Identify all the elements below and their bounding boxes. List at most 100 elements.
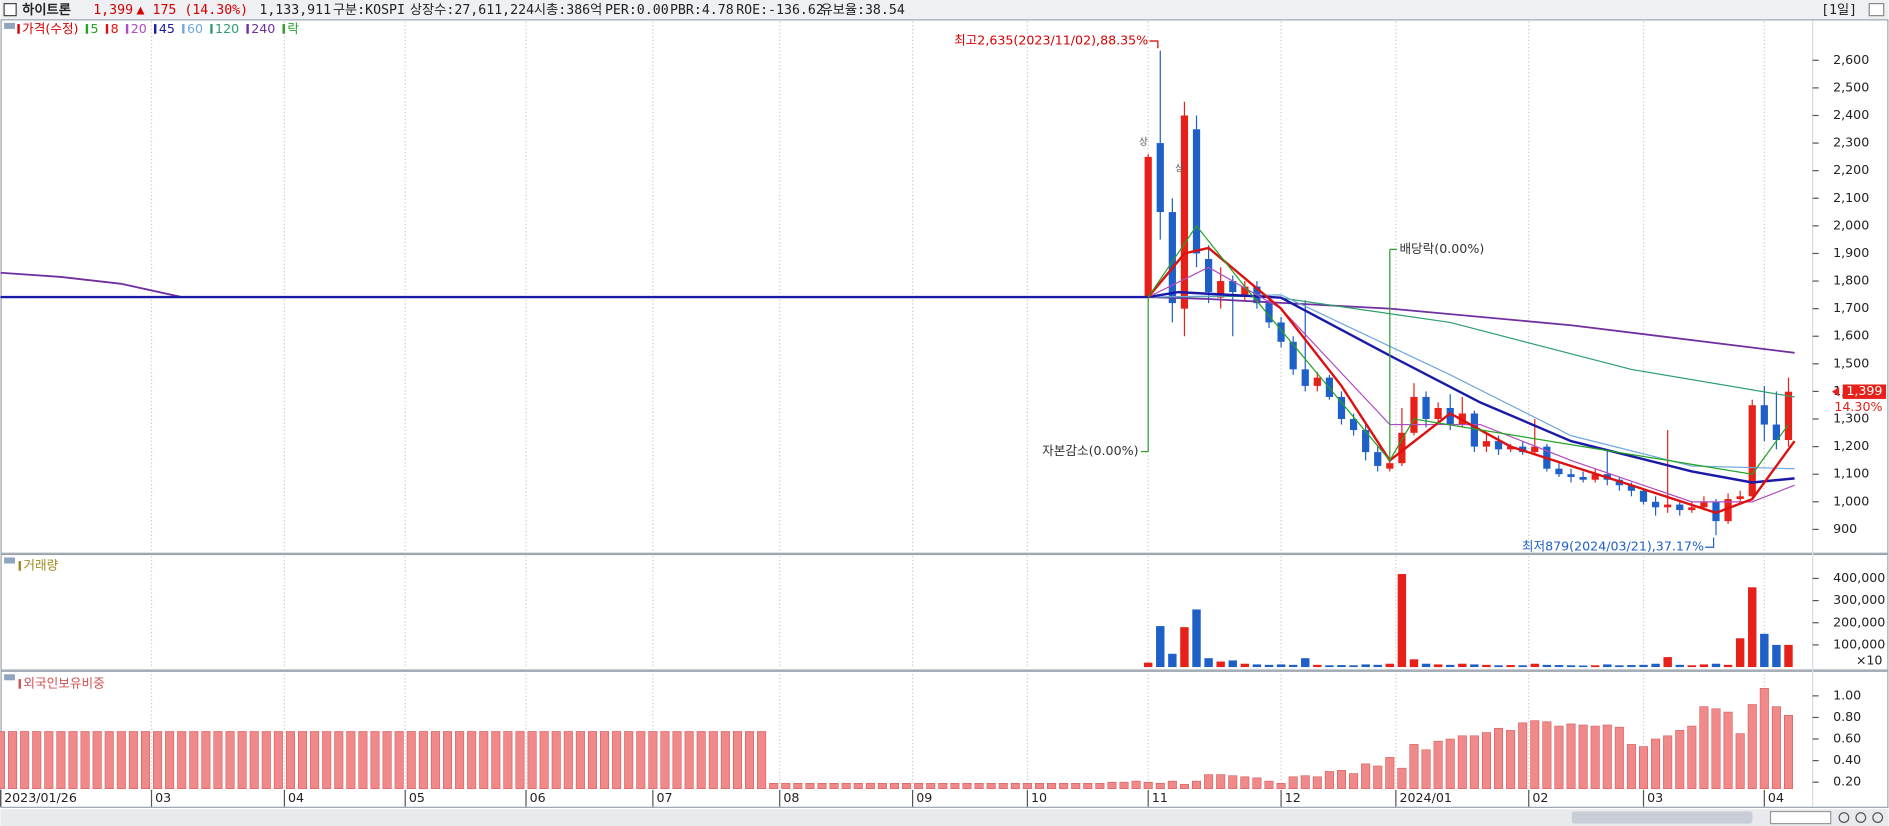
- bar: [1168, 653, 1177, 668]
- bar: [104, 731, 114, 789]
- bar: [1433, 740, 1443, 789]
- bar: [334, 731, 344, 789]
- bar: [938, 782, 948, 789]
- period[interactable]: [1일]: [1821, 2, 1857, 18]
- bar: [684, 731, 694, 789]
- bar: [1373, 664, 1382, 668]
- y-tick-label: 1,500: [1833, 355, 1869, 370]
- panel-icon[interactable]: [4, 557, 15, 564]
- bar: [877, 782, 887, 789]
- legend-swatch: [17, 24, 20, 34]
- bar: [1324, 771, 1334, 789]
- candle-body: [1664, 504, 1672, 508]
- bar: [769, 782, 779, 789]
- bar: [1469, 735, 1479, 789]
- bar: [1216, 661, 1225, 668]
- bar: [1107, 781, 1117, 789]
- bar: [140, 731, 150, 789]
- moving-average: [0, 295, 1795, 398]
- y-tick-label: 2,200: [1833, 162, 1869, 177]
- scroll-thumb[interactable]: [1571, 811, 1753, 824]
- bar: [1361, 763, 1371, 789]
- bar: [1470, 664, 1479, 668]
- moving-average: [1147, 224, 1789, 475]
- y-tick-label: 200,000: [1833, 614, 1885, 629]
- bar: [708, 731, 718, 789]
- annotation: 최저879(2024/03/21),37.17%: [1522, 539, 1704, 554]
- bar: [757, 731, 767, 789]
- zoom-slider[interactable]: [1769, 810, 1832, 825]
- bar: [1192, 609, 1201, 668]
- y-tick-label: 1,300: [1833, 411, 1869, 426]
- annotation-arrow: [1705, 537, 1715, 548]
- change-tag-label: 14.30%: [1834, 399, 1882, 414]
- bar: [1626, 744, 1636, 789]
- candle-body: [1386, 463, 1394, 469]
- candle-body: [1265, 303, 1273, 323]
- x-tick-label: 04: [1768, 790, 1784, 805]
- bar: [1240, 776, 1250, 789]
- zoom-button[interactable]: [1872, 812, 1884, 823]
- bar: [612, 731, 622, 789]
- bar: [1784, 644, 1793, 668]
- bar: [926, 782, 936, 789]
- legend-label: 20: [131, 21, 147, 36]
- bar: [1409, 744, 1419, 789]
- moving-average: [0, 290, 1795, 484]
- zoom-button[interactable]: [1855, 812, 1867, 823]
- candle-body: [1229, 281, 1237, 293]
- event-label: 배당락(0.00%): [1399, 241, 1484, 256]
- bar: [672, 731, 682, 789]
- bar: [1337, 665, 1346, 668]
- legend-label: 60: [187, 21, 203, 36]
- volume: 1,133,911: [259, 3, 331, 18]
- moving-average: [0, 271, 1795, 354]
- bar: [1457, 735, 1467, 789]
- x-tick-label: 12: [1285, 790, 1301, 805]
- candle-body: [1784, 391, 1793, 440]
- volume-panel: [0, 553, 1889, 671]
- y-tick-label: 2,400: [1833, 107, 1869, 122]
- bar: [153, 731, 163, 789]
- zoom-button[interactable]: [1838, 812, 1850, 823]
- bar: [370, 731, 380, 789]
- bar: [1313, 664, 1322, 668]
- candle-body: [1410, 396, 1418, 433]
- bar: [1542, 664, 1552, 668]
- checkbox[interactable]: [3, 3, 17, 17]
- bar: [829, 782, 839, 789]
- bar: [841, 782, 851, 789]
- y-tick-label: 2,000: [1833, 217, 1869, 232]
- bar: [781, 782, 791, 789]
- panel-icon[interactable]: [4, 674, 15, 681]
- bar: [1446, 664, 1455, 668]
- bar: [298, 731, 308, 789]
- bar: [515, 731, 525, 789]
- x-tick-label: 10: [1031, 790, 1047, 805]
- bar: [1445, 738, 1455, 789]
- bar: [310, 731, 320, 789]
- bar: [1481, 732, 1491, 789]
- change: ▲ 175 (14.30%): [137, 3, 249, 18]
- x-tick-label: 04: [288, 790, 304, 805]
- bar: [1771, 706, 1781, 789]
- candle-body: [1204, 258, 1213, 293]
- bar: [889, 782, 900, 789]
- bar: [1554, 665, 1564, 668]
- bar: [1675, 730, 1685, 789]
- x-tick-label: 02: [1532, 790, 1548, 805]
- y-tick-label: 0.20: [1833, 774, 1861, 789]
- candle-body: [1736, 496, 1744, 500]
- bar: [1699, 664, 1709, 668]
- bar: [1397, 574, 1407, 668]
- bar: [624, 731, 634, 789]
- panel-icon[interactable]: [4, 22, 15, 29]
- bar: [696, 731, 706, 789]
- window-button[interactable]: [1868, 3, 1885, 17]
- market-cap: 시총:386억: [534, 2, 602, 18]
- bar: [1361, 664, 1370, 668]
- bar: [1421, 749, 1431, 789]
- stock-name: 하이트론: [22, 1, 71, 18]
- bar: [394, 731, 404, 789]
